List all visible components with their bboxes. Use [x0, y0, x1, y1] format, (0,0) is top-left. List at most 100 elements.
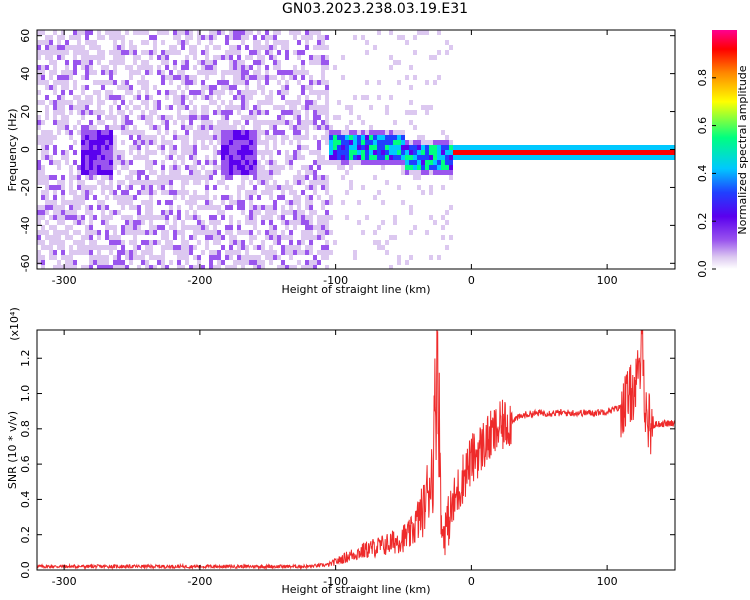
heatmap-cell [69, 185, 73, 190]
heatmap-cell [493, 155, 497, 160]
heatmap-cell [365, 50, 369, 55]
heatmap-cell [465, 145, 469, 150]
heatmap-cell [373, 45, 377, 50]
heatmap-cell [249, 90, 253, 95]
heatmap-cell [293, 150, 297, 155]
heatmap-cell [281, 220, 285, 225]
heatmap-cell [301, 250, 305, 255]
heatmap-cell [45, 190, 49, 195]
heatmap-cell [233, 235, 237, 240]
heatmap-cell [241, 230, 245, 235]
heatmap-cell [321, 250, 325, 255]
heatmap-cell [545, 150, 549, 155]
heatmap-cell [497, 155, 501, 160]
heatmap-cell [189, 175, 193, 180]
heatmap-cell [81, 100, 85, 105]
heatmap-cell [81, 75, 85, 80]
heatmap-cell [277, 120, 281, 125]
heatmap-cell [61, 120, 65, 125]
heatmap-cell [157, 260, 161, 265]
heatmap-cell [377, 135, 381, 140]
heatmap-cell [37, 135, 41, 140]
heatmap-cell [41, 65, 45, 70]
heatmap-cell [549, 155, 553, 160]
heatmap-cell [109, 160, 113, 165]
heatmap-cell [177, 135, 181, 140]
heatmap-cell [305, 105, 309, 110]
heatmap-cell [41, 195, 45, 200]
heatmap-cell [401, 135, 405, 140]
heatmap-cell [89, 245, 93, 250]
heatmap-cell [285, 85, 289, 90]
heatmap-cell [117, 160, 121, 165]
heatmap-cell [353, 150, 357, 155]
heatmap-cell [57, 95, 61, 100]
heatmap-cell [257, 195, 261, 200]
top-x-tick-label: 0 [468, 274, 475, 287]
heatmap-cell [173, 65, 177, 70]
heatmap-cell [73, 195, 77, 200]
heatmap-cell [61, 75, 65, 80]
heatmap-cell [417, 170, 421, 175]
heatmap-cell [329, 160, 333, 165]
heatmap-cell [253, 170, 257, 175]
heatmap-cell [89, 130, 93, 135]
heatmap-cell [121, 115, 125, 120]
heatmap-cell [629, 155, 633, 160]
top-y-tick-label: 40 [19, 67, 32, 81]
heatmap-cell [409, 165, 413, 170]
heatmap-cell [113, 125, 117, 130]
heatmap-cell [205, 130, 209, 135]
heatmap-cell [85, 95, 89, 100]
heatmap-cell [221, 70, 225, 75]
heatmap-cell [305, 260, 309, 265]
heatmap-cell [209, 60, 213, 65]
heatmap-cell [257, 65, 261, 70]
heatmap-cell [229, 215, 233, 220]
heatmap-cell [81, 220, 85, 225]
heatmap-cell [349, 135, 353, 140]
heatmap-cell [205, 35, 209, 40]
heatmap-cell [257, 40, 261, 45]
heatmap-cell [449, 45, 453, 50]
heatmap-cell [325, 180, 329, 185]
heatmap-cell [361, 160, 365, 165]
heatmap-cell [489, 155, 493, 160]
heatmap-cell [557, 155, 561, 160]
heatmap-cell [57, 80, 61, 85]
heatmap-cell [245, 165, 249, 170]
heatmap-cell [133, 70, 137, 75]
heatmap-cell [293, 110, 297, 115]
heatmap-cell [229, 255, 233, 260]
heatmap-cell [429, 105, 433, 110]
heatmap-cell [229, 110, 233, 115]
heatmap-cell [53, 235, 57, 240]
heatmap-cell [165, 215, 169, 220]
heatmap-cell [141, 170, 145, 175]
heatmap-cell [109, 30, 113, 35]
heatmap-cell [41, 175, 45, 180]
heatmap-cell [121, 225, 125, 230]
heatmap-cell [89, 230, 93, 235]
heatmap-cell [429, 170, 433, 175]
heatmap-cell [325, 125, 329, 130]
heatmap-cell [85, 235, 89, 240]
heatmap-cell [301, 145, 305, 150]
heatmap-cell [317, 150, 321, 155]
heatmap-cell [89, 110, 93, 115]
heatmap-cell [205, 145, 209, 150]
heatmap-cell [45, 130, 49, 135]
heatmap-cell [41, 40, 45, 45]
heatmap-cell [405, 165, 409, 170]
heatmap-cell [209, 205, 213, 210]
heatmap-cell [445, 220, 449, 225]
heatmap-cell [49, 60, 53, 65]
heatmap-cell [89, 70, 93, 75]
heatmap-cell [425, 230, 429, 235]
heatmap-cell [537, 145, 541, 150]
heatmap-cell [269, 135, 273, 140]
heatmap-cell [409, 210, 413, 215]
heatmap-cell [41, 255, 45, 260]
heatmap-cell [257, 265, 261, 269]
heatmap-cell [109, 215, 113, 220]
